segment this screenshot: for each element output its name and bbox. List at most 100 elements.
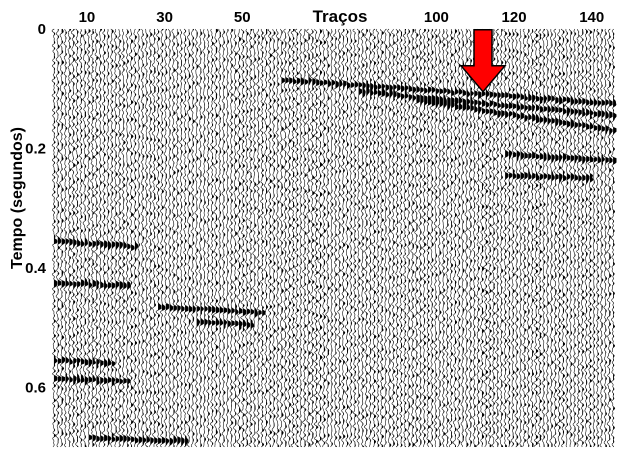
trace-wiggle [398, 28, 405, 448]
trace-wiggle [545, 28, 551, 448]
trace-wiggle [360, 28, 366, 448]
trace-wiggle [468, 28, 474, 448]
trace-fill [412, 29, 416, 447]
trace-wiggle [90, 28, 96, 448]
trace-wiggle [232, 28, 239, 448]
trace-wiggle [433, 28, 440, 448]
trace-fill [104, 29, 108, 446]
trace-wiggle [506, 28, 513, 448]
trace-wiggle [74, 28, 81, 448]
trace-wiggle [564, 28, 571, 448]
trace-fill [92, 29, 96, 447]
trace-wiggle [151, 28, 158, 448]
trace-wiggle [98, 28, 104, 448]
trace-fill [370, 32, 374, 446]
trace-wiggle [63, 28, 69, 448]
trace-fill [115, 29, 119, 444]
trace-fill [505, 31, 509, 448]
trace-wiggle [448, 28, 455, 448]
y-tick-label: 0.2 [25, 140, 46, 157]
trace-wiggle [337, 28, 343, 448]
trace-wiggle [606, 28, 613, 448]
trace-wiggle [587, 28, 594, 448]
trace-wiggle [263, 28, 269, 448]
trace-wiggle [383, 28, 389, 448]
trace-fill [408, 30, 412, 447]
trace-wiggle [313, 28, 320, 448]
trace-wiggle [426, 28, 432, 448]
trace-wiggle [579, 28, 586, 448]
trace-wiggle [290, 28, 297, 448]
trace-wiggle [445, 28, 451, 448]
trace-fill [373, 29, 378, 446]
trace-fill [466, 30, 470, 447]
red-arrow-annotation [459, 28, 507, 93]
trace-wiggle [584, 28, 590, 448]
trace-fill [304, 29, 308, 447]
trace-wiggle [159, 28, 166, 448]
trace-wiggle [464, 28, 470, 448]
trace-fill [327, 31, 331, 448]
trace-wiggle [452, 28, 459, 448]
wiggle-traces [51, 28, 617, 448]
trace-wiggle [202, 28, 208, 448]
trace-wiggle [179, 28, 185, 448]
trace-fill [320, 30, 324, 447]
trace-fill [593, 29, 597, 447]
trace-wiggle [460, 28, 467, 448]
trace-wiggle [549, 28, 555, 448]
trace-fill [562, 30, 567, 446]
x-tick-label: 50 [234, 9, 251, 26]
trace-wiggle [348, 28, 355, 448]
trace-wiggle [259, 28, 266, 448]
trace-wiggle [217, 28, 224, 448]
trace-wiggle [190, 28, 196, 448]
trace-wiggle [371, 28, 378, 448]
trace-wiggle [395, 28, 401, 448]
trace-wiggle [518, 28, 524, 448]
trace-fill [293, 29, 297, 445]
trace-wiggle [410, 28, 416, 448]
trace-wiggle [317, 28, 324, 448]
trace-wiggle [595, 28, 602, 448]
trace-wiggle [368, 28, 374, 448]
trace-wiggle [148, 28, 154, 448]
trace-fill [80, 30, 85, 447]
trace-wiggle [472, 28, 478, 448]
x-axis-tick-labels: 10 30 50 100 120 140 [79, 9, 605, 26]
trace-fill [551, 32, 555, 447]
trace-wiggle [406, 28, 413, 448]
trace-wiggle [55, 28, 62, 448]
trace-wiggle [221, 28, 228, 448]
trace-wiggle [379, 28, 386, 448]
trace-wiggle [67, 28, 73, 448]
trace-fill [84, 29, 88, 447]
trace-wiggle [352, 28, 359, 448]
trace-wiggle [390, 28, 397, 448]
trace-fill [420, 29, 424, 446]
trace-fill [508, 31, 513, 448]
trace-fill [204, 33, 208, 443]
trace-wiggle [599, 28, 605, 448]
trace-fill [570, 30, 574, 444]
trace-fill [489, 29, 493, 447]
trace-fill [285, 29, 289, 447]
trace-wiggle [560, 28, 567, 448]
trace-wiggle [267, 28, 273, 448]
trace-wiggle [572, 28, 578, 448]
trace-fill [582, 29, 586, 446]
trace-wiggle [429, 28, 436, 448]
trace-fill [165, 29, 169, 446]
trace-wiggle [553, 28, 559, 448]
trace-fill [605, 31, 609, 448]
trace-wiggle [252, 28, 258, 448]
trace-wiggle [541, 28, 548, 448]
trace-wiggle [537, 28, 544, 448]
trace-wiggle [483, 28, 490, 448]
trace-wiggle [521, 28, 528, 448]
trace-wiggle [113, 28, 120, 448]
trace-wiggle [456, 28, 463, 448]
x-tick-label: 10 [79, 9, 96, 26]
trace-wiggle [498, 28, 505, 448]
